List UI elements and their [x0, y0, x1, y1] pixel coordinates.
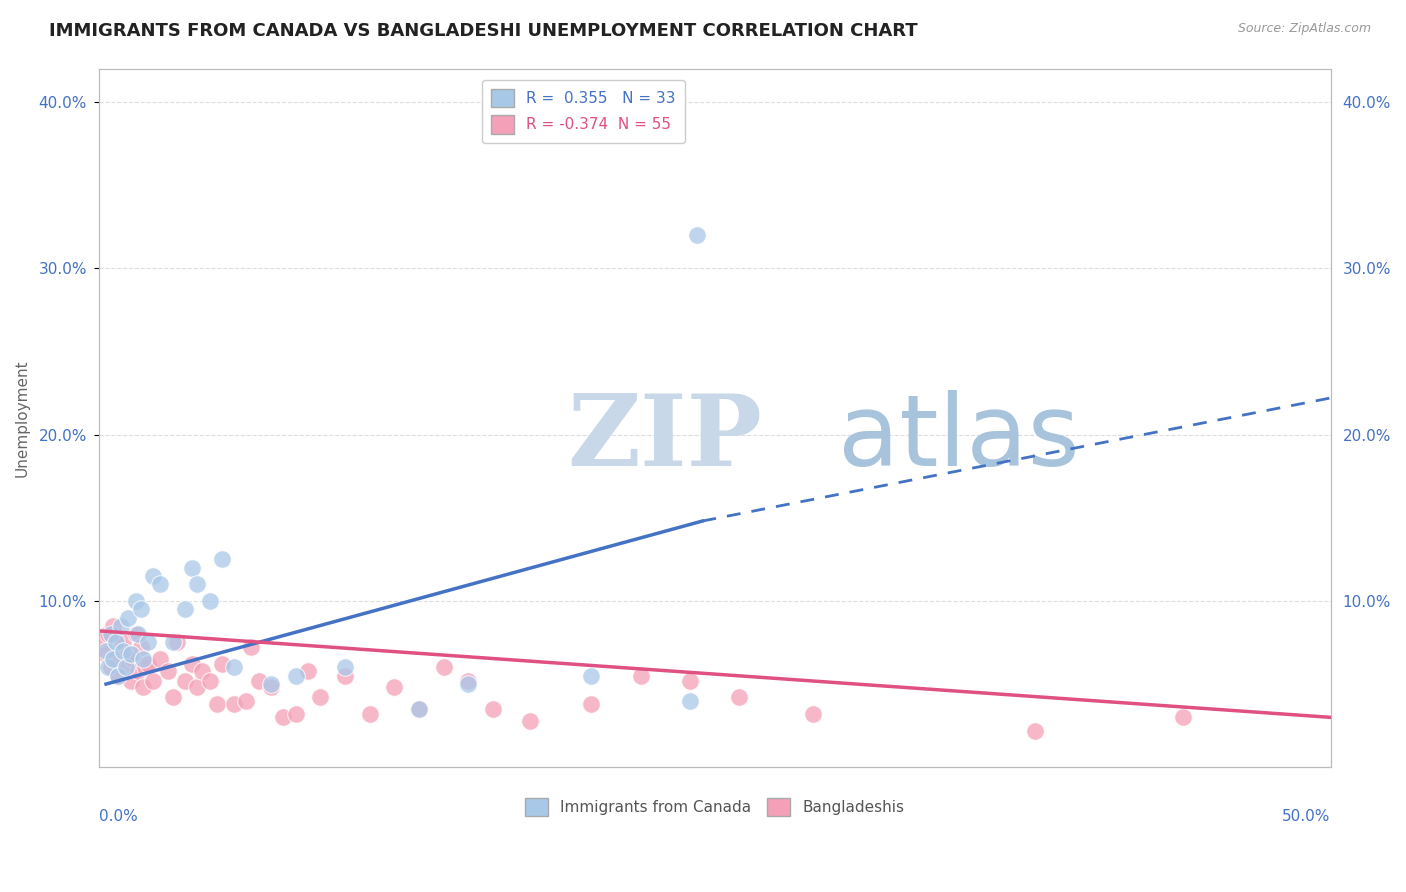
- Point: [211, 657, 233, 672]
- Point: [630, 669, 652, 683]
- Point: [240, 640, 263, 655]
- Point: [457, 673, 479, 688]
- Point: [127, 627, 149, 641]
- Point: [309, 690, 332, 705]
- Point: [117, 610, 139, 624]
- Point: [166, 635, 188, 649]
- Point: [132, 681, 155, 695]
- Point: [142, 673, 165, 688]
- Point: [186, 577, 208, 591]
- Point: [114, 660, 136, 674]
- Y-axis label: Unemployment: Unemployment: [15, 359, 30, 476]
- Text: atlas: atlas: [838, 391, 1080, 487]
- Point: [247, 673, 270, 688]
- Point: [679, 673, 702, 688]
- Point: [181, 657, 204, 672]
- Point: [112, 644, 135, 658]
- Point: [100, 660, 122, 674]
- Point: [408, 702, 430, 716]
- Point: [359, 706, 381, 721]
- Point: [162, 690, 184, 705]
- Point: [97, 627, 120, 641]
- Legend: Immigrants from Canada, Bangladeshis: Immigrants from Canada, Bangladeshis: [519, 792, 910, 822]
- Point: [284, 706, 307, 721]
- Point: [104, 652, 127, 666]
- Point: [124, 594, 146, 608]
- Point: [408, 702, 430, 716]
- Point: [149, 577, 172, 591]
- Point: [581, 697, 603, 711]
- Text: IMMIGRANTS FROM CANADA VS BANGLADESHI UNEMPLOYMENT CORRELATION CHART: IMMIGRANTS FROM CANADA VS BANGLADESHI UN…: [49, 22, 918, 40]
- Point: [173, 673, 195, 688]
- Point: [134, 660, 156, 674]
- Point: [132, 652, 155, 666]
- Point: [156, 664, 179, 678]
- Point: [94, 647, 117, 661]
- Point: [273, 710, 295, 724]
- Point: [122, 652, 145, 666]
- Point: [284, 669, 307, 683]
- Point: [181, 560, 204, 574]
- Point: [224, 697, 246, 711]
- Point: [107, 669, 129, 683]
- Point: [103, 652, 125, 666]
- Point: [198, 673, 221, 688]
- Point: [260, 681, 283, 695]
- Point: [198, 594, 221, 608]
- Point: [297, 664, 319, 678]
- Point: [117, 647, 139, 661]
- Point: [433, 660, 456, 674]
- Point: [224, 660, 246, 674]
- Point: [728, 690, 751, 705]
- Point: [260, 677, 283, 691]
- Point: [173, 602, 195, 616]
- Text: 0.0%: 0.0%: [98, 809, 138, 824]
- Point: [142, 569, 165, 583]
- Point: [112, 635, 135, 649]
- Point: [1024, 723, 1046, 738]
- Point: [333, 660, 356, 674]
- Point: [136, 635, 159, 649]
- Point: [1171, 710, 1194, 724]
- Point: [333, 669, 356, 683]
- Point: [104, 635, 127, 649]
- Point: [519, 714, 541, 728]
- Point: [162, 635, 184, 649]
- Point: [127, 664, 149, 678]
- Point: [124, 627, 146, 641]
- Point: [107, 669, 129, 683]
- Point: [110, 640, 132, 655]
- Point: [129, 602, 152, 616]
- Text: Source: ZipAtlas.com: Source: ZipAtlas.com: [1237, 22, 1371, 36]
- Point: [100, 627, 122, 641]
- Text: ZIP: ZIP: [567, 391, 762, 487]
- Point: [94, 644, 117, 658]
- Point: [103, 619, 125, 633]
- Point: [114, 660, 136, 674]
- Point: [581, 669, 603, 683]
- Point: [120, 673, 142, 688]
- Point: [482, 702, 505, 716]
- Point: [191, 664, 214, 678]
- Point: [205, 697, 228, 711]
- Point: [235, 694, 257, 708]
- Point: [149, 652, 172, 666]
- Point: [110, 619, 132, 633]
- Point: [211, 552, 233, 566]
- Point: [129, 640, 152, 655]
- Point: [186, 681, 208, 695]
- Point: [686, 227, 709, 242]
- Text: 50.0%: 50.0%: [1282, 809, 1330, 824]
- Point: [801, 706, 824, 721]
- Point: [382, 681, 405, 695]
- Point: [120, 647, 142, 661]
- Point: [93, 635, 115, 649]
- Point: [136, 657, 159, 672]
- Point: [679, 694, 702, 708]
- Point: [97, 660, 120, 674]
- Point: [457, 677, 479, 691]
